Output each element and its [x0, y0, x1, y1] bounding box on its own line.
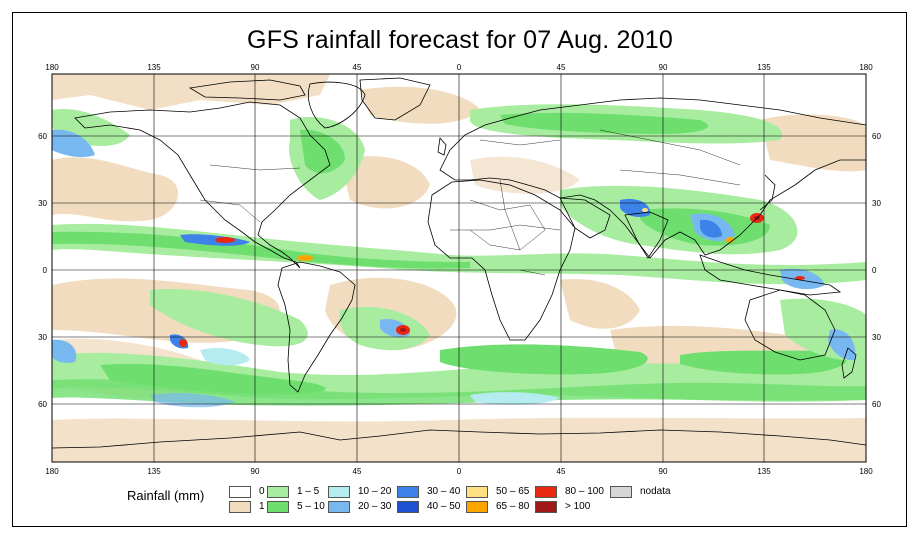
lat-tick-label: 0 — [872, 266, 877, 275]
lon-tick-label: 45 — [557, 63, 566, 72]
lon-tick-label: 0 — [457, 467, 462, 476]
figure-frame — [12, 12, 907, 527]
lat-ticks-left: 60 30 0 30 60 — [38, 132, 47, 409]
lon-tick-label: 135 — [147, 467, 161, 476]
lat-tick-label: 30 — [38, 333, 47, 342]
lon-tick-label: 180 — [859, 467, 873, 476]
rain-core — [795, 276, 805, 280]
rain-core — [215, 237, 235, 243]
lon-tick-label: 135 — [147, 63, 161, 72]
country-borders — [199, 129, 741, 276]
lat-tick-label: 30 — [38, 199, 47, 208]
lat-tick-label: 30 — [872, 199, 881, 208]
lon-tick-label: 45 — [353, 467, 362, 476]
lon-tick-label: 180 — [45, 63, 59, 72]
lon-tick-label: 0 — [457, 63, 462, 72]
lon-tick-label: 45 — [557, 467, 566, 476]
lon-tick-label: 90 — [659, 63, 668, 72]
lon-tick-label: 135 — [757, 467, 771, 476]
lon-ticks-bottom: 180 135 90 45 0 45 90 135 180 — [45, 467, 873, 476]
lon-tick-label: 90 — [251, 467, 260, 476]
lat-tick-label: 60 — [872, 400, 881, 409]
map-border — [51, 73, 867, 463]
lat-ticks-right: 60 30 0 30 60 — [872, 132, 881, 409]
rain-core — [400, 328, 406, 332]
lon-tick-label: 90 — [251, 63, 260, 72]
lat-tick-label: 60 — [38, 400, 47, 409]
rain-core — [642, 208, 648, 212]
graticule — [52, 74, 866, 462]
lon-tick-label: 45 — [353, 63, 362, 72]
lat-tick-label: 30 — [872, 333, 881, 342]
lon-ticks-top: 180 135 90 45 0 45 90 135 180 — [45, 63, 873, 72]
lon-tick-label: 180 — [859, 63, 873, 72]
lon-tick-label: 90 — [659, 467, 668, 476]
lon-tick-label: 135 — [757, 63, 771, 72]
lat-tick-label: 60 — [872, 132, 881, 141]
rain-core — [179, 339, 187, 347]
rain-core — [297, 255, 313, 261]
lat-tick-label: 60 — [38, 132, 47, 141]
lon-tick-label: 180 — [45, 467, 59, 476]
lat-tick-label: 0 — [43, 266, 48, 275]
map-title: GFS rainfall forecast for 07 Aug. 2010 — [247, 26, 673, 54]
